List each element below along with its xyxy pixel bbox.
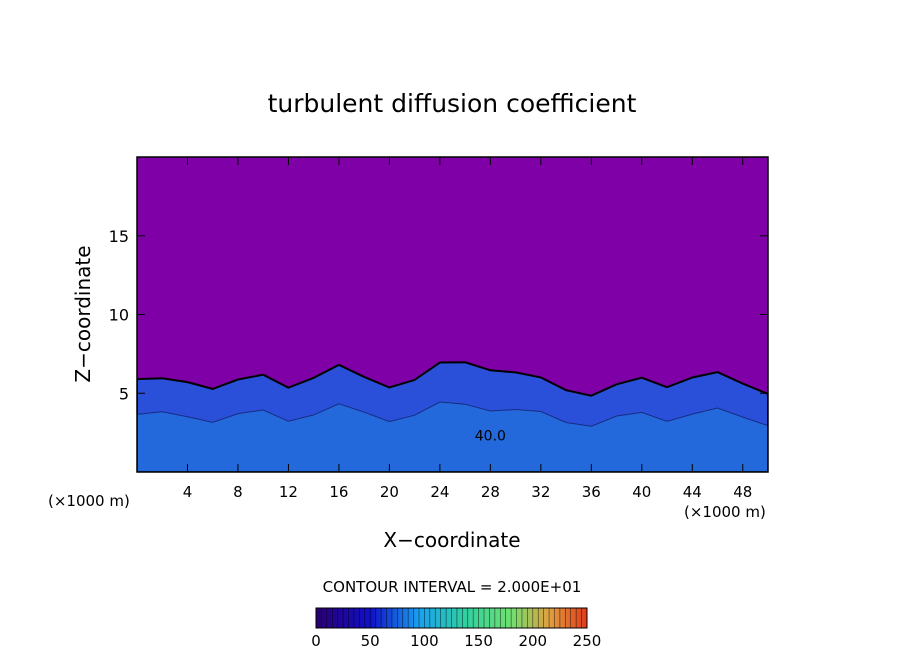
colorbar-tick-label: 0 [311,632,321,650]
x-axis-ticks: 4 8 12 16 20 24 28 32 36 40 44 48 [183,157,752,501]
x-tick-label: 44 [683,483,702,501]
x-units-label: (×1000 m) [684,503,766,521]
x-tick-label: 36 [582,483,601,501]
y-axis-label: Z−coordinate [71,245,95,382]
colorbar-tick-label: 150 [464,632,493,650]
contour-interval-text: CONTOUR INTERVAL = 2.000E+01 [323,578,582,596]
x-tick-label: 8 [233,483,243,501]
x-tick-label: 16 [329,483,348,501]
x-tick-label: 28 [481,483,500,501]
y-tick-label: 5 [119,384,129,403]
x-tick-label: 48 [733,483,752,501]
colorbar-tick-label: 100 [410,632,439,650]
turbulent-layer-core [137,401,768,472]
x-tick-label: 20 [380,483,399,501]
colorbar: 0 50 100 150 200 250 [311,607,601,650]
colorbar-ticks: 0 50 100 150 200 250 [311,632,601,650]
y-tick-label: 10 [109,306,129,325]
colorbar-tick-label: 50 [361,632,380,650]
x-tick-label: 12 [279,483,298,501]
colorbar-contour-lines [315,608,588,628]
x-tick-label: 32 [531,483,550,501]
y-axis-ticks: 5 10 15 [109,227,768,403]
x-tick-label: 24 [430,483,449,501]
colorbar-tick-label: 200 [518,632,547,650]
colorbar-tick-label: 250 [573,632,602,650]
y-tick-label: 15 [109,227,129,246]
chart-title: turbulent diffusion coefficient [268,89,637,118]
x-tick-label: 40 [632,483,651,501]
x-axis-label: X−coordinate [383,528,520,552]
contour-label: 40.0 [475,429,506,445]
z-units-label: (×1000 m) [48,492,130,510]
x-tick-label: 4 [183,483,193,501]
